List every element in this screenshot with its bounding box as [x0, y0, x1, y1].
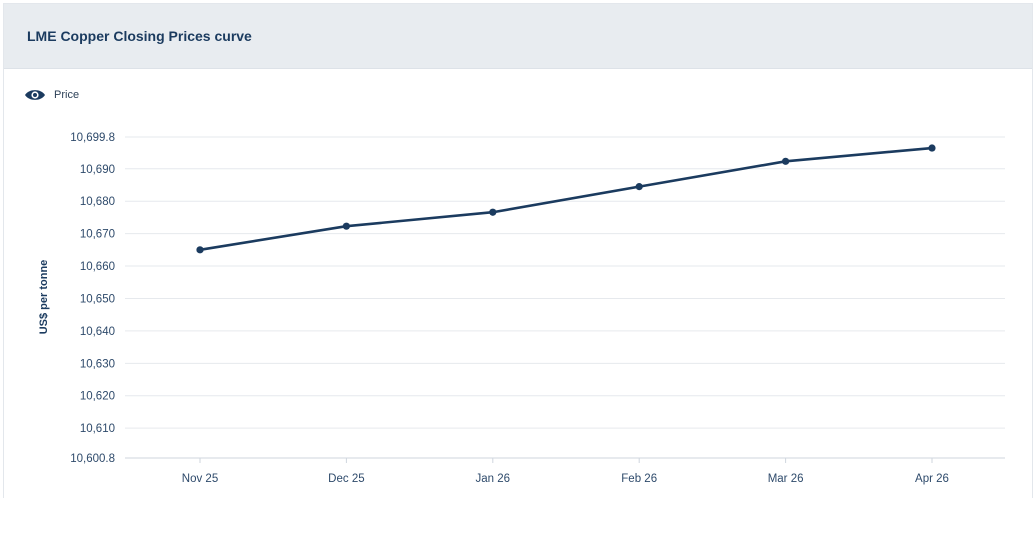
y-tick-label: 10,670 [80, 229, 115, 241]
series-line [198, 146, 934, 252]
data-point [782, 157, 790, 165]
y-tick-label: 10,699.8 [70, 132, 115, 144]
legend-item-price[interactable]: Price [24, 88, 79, 102]
y-tick-label: 10,610 [80, 423, 115, 435]
x-tick-label: Apr 26 [915, 473, 949, 485]
card-header: LME Copper Closing Prices curve [4, 4, 1032, 69]
x-axis: Nov 25 Dec 25 Jan 26 Feb 26 Mar 26 Apr 26 [182, 458, 949, 485]
data-point [342, 222, 350, 230]
data-point [196, 246, 204, 254]
data-point [928, 144, 936, 152]
y-tick-label: 10,690 [80, 164, 115, 176]
x-tick-label: Nov 25 [182, 473, 218, 485]
eye-icon [25, 90, 45, 100]
data-point [489, 208, 497, 216]
y-axis-title: US$ per tonne [38, 260, 50, 335]
x-tick-label: Mar 26 [768, 473, 804, 485]
chart-title: LME Copper Closing Prices curve [27, 28, 252, 44]
y-tick-label: 10,630 [80, 358, 115, 370]
y-tick-label: 10,680 [80, 196, 115, 208]
y-tick-label: 10,600.8 [70, 453, 115, 465]
y-tick-label: 10,620 [80, 391, 115, 403]
x-tick-label: Jan 26 [476, 473, 511, 485]
gridlines [125, 136, 1005, 459]
chart-card: LME Copper Closing Prices curve [3, 3, 1033, 498]
y-tick-label: 10,660 [80, 261, 115, 273]
data-point [635, 183, 643, 191]
y-tick-label: 10,650 [80, 293, 115, 305]
x-tick-label: Dec 25 [328, 473, 364, 485]
y-tick-label: 10,640 [80, 326, 115, 338]
x-tick-label: Feb 26 [621, 473, 657, 485]
y-axis: 10,600.8 10,610 10,620 10,630 10,640 10,650 10… [70, 132, 115, 465]
series-price [196, 144, 936, 254]
legend-label: Price [54, 89, 80, 101]
